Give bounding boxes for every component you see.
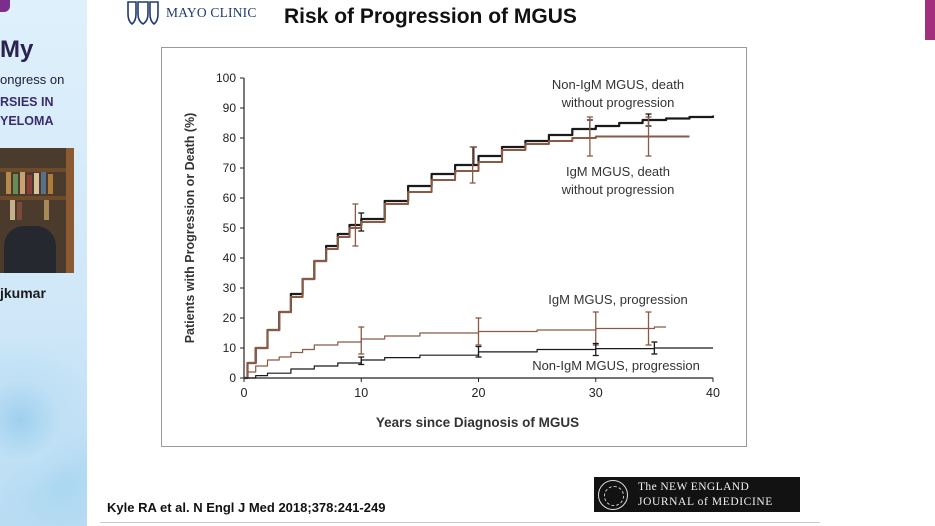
series-label-non-igm-progression: Non-IgM MGUS, progression	[532, 358, 700, 373]
nejm-line-2: JOURNAL of MEDICINE	[638, 495, 773, 508]
series-line-non-igm-progression	[244, 347, 713, 379]
y-tick-label: 50	[223, 221, 237, 235]
y-tick-label: 0	[229, 371, 236, 385]
nejm-seal-icon	[598, 479, 628, 510]
x-tick-label: 20	[472, 386, 486, 400]
book	[41, 172, 46, 194]
y-tick-label: 90	[223, 101, 237, 115]
nejm-line-1: The NEW ENGLAND	[638, 480, 750, 493]
speaker-name: jkumar	[0, 285, 46, 301]
y-axis-label: Patients with Progression or Death (%)	[183, 113, 197, 344]
book	[17, 202, 22, 220]
nejm-wordmark: The NEW ENGLAND JOURNAL of MEDICINE	[638, 480, 773, 510]
series-label-igm-death-line-2: without progression	[561, 182, 675, 197]
book	[48, 174, 53, 194]
footer-rule	[100, 522, 820, 523]
series-label-non-igm-death-line-1: Non-IgM MGUS, death	[552, 77, 684, 92]
book	[27, 175, 32, 194]
y-tick-label: 40	[223, 251, 237, 265]
book	[20, 172, 25, 194]
book	[13, 174, 18, 194]
series-label-igm-progression: IgM MGUS, progression	[548, 292, 687, 307]
sidebar-subtitle-line-2: RSIES IN	[0, 95, 54, 109]
book	[10, 200, 15, 220]
logo-text: MAYO CLINIC	[166, 5, 257, 20]
series-line-igm-death	[244, 135, 690, 379]
slide-title: Risk of Progression of MGUS	[284, 5, 577, 28]
y-tick-label: 60	[223, 191, 237, 205]
presenter-sidebar: My ongress on RSIES IN YELOMA jkumar	[0, 0, 87, 526]
mayo-clinic-logo: MAYO CLINIC	[126, 0, 257, 26]
nejm-logo: The NEW ENGLAND JOURNAL of MEDICINE	[594, 477, 800, 512]
sidebar-subtitle-line-3: YELOMA	[0, 114, 54, 128]
mayo-shield-icon	[127, 1, 159, 26]
speaker-video	[0, 148, 74, 273]
book	[6, 172, 11, 194]
series-line-igm-progression	[244, 326, 667, 379]
y-tick-label: 10	[223, 341, 237, 355]
series-label-non-igm-death-line-2: without progression	[561, 95, 675, 110]
y-tick-label: 100	[216, 71, 236, 85]
speaker-silhouette	[4, 226, 56, 273]
right-accent-bar	[925, 0, 935, 40]
y-tick-label: 30	[223, 281, 237, 295]
sidebar-badge	[0, 0, 10, 12]
book	[44, 200, 49, 220]
sidebar-title: My	[0, 36, 34, 63]
bookshelf	[0, 196, 74, 200]
x-tick-label: 40	[706, 386, 720, 400]
y-tick-label: 80	[223, 131, 237, 145]
x-axis-label: Years since Diagnosis of MGUS	[376, 415, 579, 430]
x-tick-label: 0	[241, 386, 248, 400]
y-tick-label: 70	[223, 161, 237, 175]
citation: Kyle RA et al. N Engl J Med 2018;378:241…	[107, 500, 386, 515]
book	[34, 173, 39, 194]
sidebar-subtitle-line-1: ongress on	[0, 72, 65, 87]
shelf-post	[66, 148, 74, 273]
x-tick-label: 30	[589, 386, 603, 400]
bookshelf	[0, 168, 74, 172]
x-tick-label: 10	[354, 386, 368, 400]
y-tick-label: 20	[223, 311, 237, 325]
progression-chart: 0 10 20 30 40 50 60 70 80 90 100 0 10 20 30 40 Patients…	[183, 71, 720, 430]
series-label-igm-death-line-1: IgM MGUS, death	[566, 164, 670, 179]
